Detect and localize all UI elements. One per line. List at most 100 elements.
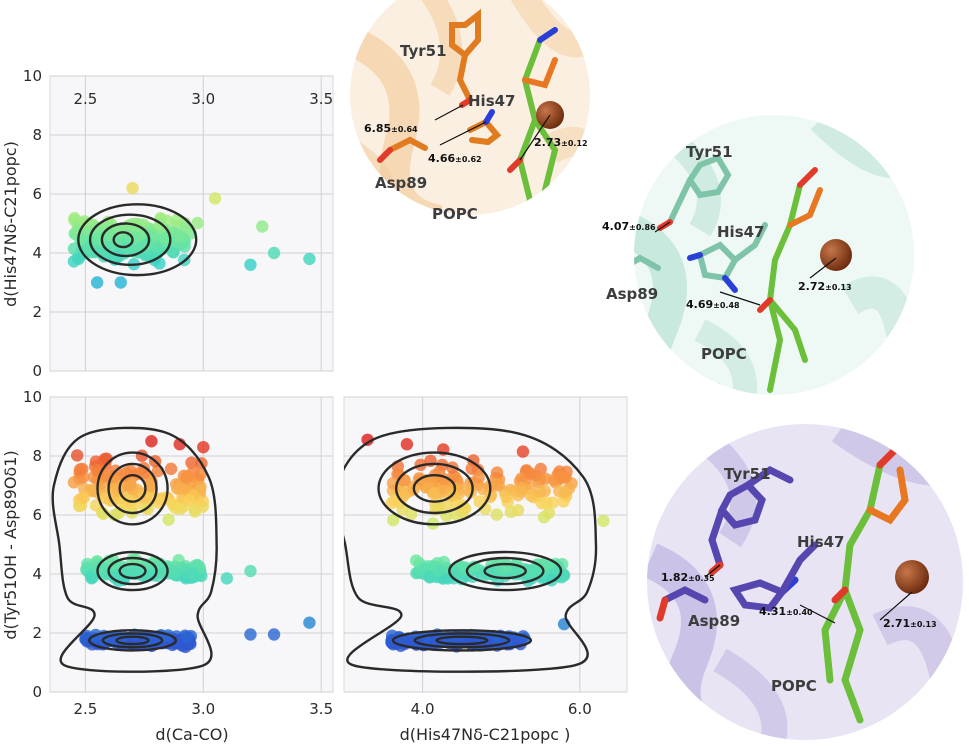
label-his47: His47 — [797, 533, 845, 551]
x-axis-label-middle: d(His47Nδ-C21popc ) — [400, 725, 571, 744]
kde-contour — [96, 550, 169, 592]
data-point — [78, 215, 91, 228]
data-point — [173, 482, 187, 495]
data-point — [554, 470, 568, 484]
data-point — [123, 478, 136, 491]
label-asp89: Asp89 — [688, 612, 740, 630]
data-point — [402, 635, 416, 649]
molecular-panel-purple: Tyr51 His47 Asp89 POPC 1.82±0.35 4.31±0.… — [647, 424, 963, 740]
x-tick-label: 2.5 — [73, 90, 97, 108]
y-tick-label: 6 — [32, 185, 42, 203]
distance-label: 2.71±0.13 — [883, 617, 937, 630]
data-point — [432, 564, 445, 578]
data-point — [85, 572, 98, 585]
data-point — [534, 485, 547, 498]
data-point — [524, 467, 537, 480]
data-point — [70, 449, 84, 462]
distance-label: 4.31±0.40 — [759, 605, 813, 618]
data-point — [73, 463, 87, 476]
y-tick-label: 4 — [32, 565, 42, 583]
kde-contour — [107, 462, 158, 515]
molecular-panel-teal: Tyr51 His47 Asp89 POPC 4.07±0.86 4.69±0.… — [602, 115, 914, 395]
data-point — [472, 471, 485, 484]
data-point — [504, 505, 518, 519]
data-point — [447, 489, 460, 502]
panel-bottom-middle: 4.0 6.0 — [343, 396, 628, 718]
data-point — [170, 635, 184, 649]
data-point — [490, 466, 504, 479]
kde-contour — [96, 451, 169, 526]
kde-contour — [412, 474, 457, 503]
data-point — [194, 468, 207, 481]
kde-contour — [483, 562, 527, 580]
data-point — [208, 192, 222, 205]
data-point — [77, 491, 91, 504]
y-tick-label: 2 — [32, 303, 42, 321]
kde-contour — [118, 474, 147, 503]
data-point — [303, 616, 316, 629]
distance-label: 6.85±0.64 — [364, 122, 418, 135]
label-his47: His47 — [717, 223, 765, 241]
data-point — [529, 565, 543, 579]
label-tyr51: Tyr51 — [686, 143, 733, 161]
data-point — [535, 496, 548, 510]
data-point — [244, 564, 257, 578]
kde-contour — [77, 203, 198, 277]
data-point — [166, 245, 180, 259]
kde-contour — [377, 451, 492, 526]
label-his47: His47 — [468, 92, 516, 110]
data-point — [361, 433, 374, 446]
kde-contour — [413, 632, 511, 649]
data-point — [500, 490, 513, 504]
y-tick-label: 8 — [32, 447, 42, 465]
data-point — [141, 502, 155, 515]
data-point — [126, 553, 139, 566]
distance-label: 2.72±0.13 — [798, 280, 852, 293]
data-point — [409, 554, 423, 567]
data-point — [449, 566, 463, 580]
kde-contours — [344, 426, 598, 673]
label-popc: POPC — [771, 677, 817, 695]
data-point — [180, 630, 193, 644]
y-tick-label: 0 — [32, 362, 42, 380]
data-point — [144, 479, 157, 492]
x-tick-label: 4.0 — [411, 700, 435, 718]
distance-label: 1.82±0.35 — [661, 571, 715, 584]
data-point — [303, 252, 316, 266]
data-point — [465, 462, 478, 475]
data-point — [490, 508, 503, 521]
kde-contour — [394, 462, 474, 515]
data-point — [516, 445, 530, 458]
label-tyr51: Tyr51 — [400, 42, 447, 60]
label-tyr51: Tyr51 — [724, 465, 771, 483]
data-point — [244, 628, 257, 641]
data-point — [546, 496, 560, 509]
kde-contour — [107, 556, 158, 586]
data-point — [167, 565, 181, 579]
data-point — [537, 510, 551, 524]
x-tick-label: 3.0 — [191, 90, 215, 108]
data-point — [514, 485, 528, 498]
panel-top-left: 2.5 3.0 3.5 0 2 4 6 8 10 — [23, 67, 334, 380]
data-point — [400, 438, 414, 451]
data-point — [179, 472, 193, 485]
data-point — [82, 240, 96, 254]
distance-label: 4.07±0.86 — [602, 220, 656, 233]
data-point — [427, 487, 441, 500]
y-tick-label: 6 — [32, 506, 42, 524]
x-tick-label: 6.0 — [568, 700, 592, 718]
data-point — [162, 513, 175, 526]
molecular-panel-orange: Tyr51 His47 Asp89 POPC 6.85±0.64 4.66±0.… — [350, 0, 590, 223]
data-point — [118, 469, 132, 482]
kde-contour — [115, 635, 150, 646]
kde-contour — [88, 629, 178, 652]
kde-contour-outer — [344, 426, 598, 673]
y-tick-label: 0 — [32, 683, 42, 701]
data-point — [197, 440, 210, 454]
data-point — [166, 497, 180, 511]
kde-contour — [88, 213, 172, 267]
data-point — [114, 276, 127, 289]
data-point — [145, 435, 158, 448]
panel-bottom-left: 2.5 3.0 3.5 0 2 4 6 8 10 — [23, 388, 334, 718]
